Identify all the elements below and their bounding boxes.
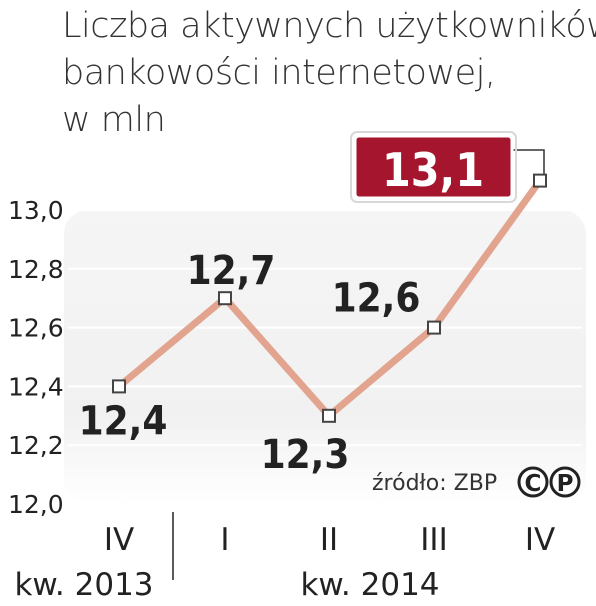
data-point [112, 379, 126, 394]
copyright-logo-p: P [557, 471, 574, 497]
data-point [322, 408, 336, 423]
x-tick-label: II [320, 522, 338, 558]
data-label: 12,4 [79, 398, 168, 444]
highlight-box-outline [350, 131, 517, 203]
data-label: 12,3 [261, 432, 350, 478]
data-point [427, 320, 441, 335]
x-tick-label: IV [104, 522, 134, 558]
callout-connector [512, 149, 545, 175]
group-label-2013: kw. 2013 [14, 567, 153, 603]
data-label: 12,6 [332, 276, 421, 322]
copyright-logo-c: C [525, 471, 542, 497]
chart-title-line-3: w mln [62, 100, 166, 140]
y-tick-label: 13,0 [8, 196, 64, 225]
x-tick-label: IV [525, 522, 555, 558]
group-label-2014: kw. 2014 [300, 567, 439, 603]
y-tick-label: 12,6 [8, 314, 64, 343]
y-tick-label: 12,8 [8, 255, 64, 284]
highlight-box [353, 134, 514, 200]
y-tick-label: 12,0 [8, 490, 64, 519]
source-label: źródło: ZBP [372, 471, 497, 496]
copyright-logo-circle [517, 466, 549, 498]
data-label-highlight: 13,1 [382, 143, 484, 197]
plot-background [64, 210, 586, 504]
chart-title-line-2: bankowości internetowej, [62, 53, 496, 93]
data-point [218, 291, 232, 306]
y-tick-label: 12,2 [8, 431, 64, 460]
data-point [533, 173, 547, 188]
data-label: 12,7 [187, 248, 276, 294]
x-tick-label: III [420, 522, 447, 558]
chart-title-line-1: Liczba aktywnych użytkowników [62, 6, 596, 46]
x-tick-label: I [220, 522, 229, 558]
y-tick-label: 12,4 [8, 372, 64, 401]
copyright-logo-circle [549, 466, 581, 498]
